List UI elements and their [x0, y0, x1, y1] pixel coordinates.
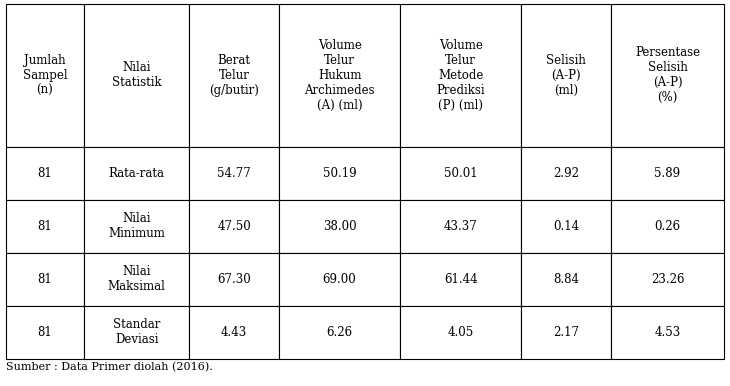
Text: 2.17: 2.17	[553, 326, 579, 339]
Bar	[189, 200, 279, 253]
Bar	[521, 200, 611, 253]
Bar	[6, 147, 84, 200]
Text: Volume
Telur
Metode
Prediksi
(P) (ml): Volume Telur Metode Prediksi (P) (ml)	[437, 39, 485, 112]
Bar	[6, 306, 84, 359]
Bar	[279, 200, 400, 253]
Bar	[189, 4, 279, 147]
Text: 81: 81	[37, 326, 53, 339]
Text: Rata-rata: Rata-rata	[109, 167, 165, 180]
Bar	[84, 306, 189, 359]
Bar	[189, 306, 279, 359]
Text: 43.37: 43.37	[444, 220, 477, 233]
Bar	[6, 4, 84, 147]
Bar	[189, 147, 279, 200]
Text: 81: 81	[37, 273, 53, 286]
Bar	[279, 4, 400, 147]
Bar	[521, 253, 611, 306]
Text: 0.14: 0.14	[553, 220, 579, 233]
Bar	[400, 253, 521, 306]
Text: 0.26: 0.26	[655, 220, 680, 233]
Text: Nilai
Minimum: Nilai Minimum	[108, 212, 165, 240]
Text: Standar
Deviasi: Standar Deviasi	[113, 318, 161, 346]
Text: 81: 81	[37, 220, 53, 233]
Bar	[6, 253, 84, 306]
Bar	[521, 306, 611, 359]
Text: 23.26: 23.26	[651, 273, 684, 286]
Bar	[521, 147, 611, 200]
Text: 67.30: 67.30	[218, 273, 251, 286]
Text: 54.77: 54.77	[218, 167, 251, 180]
Text: Volume
Telur
Hukum
Archimedes
(A) (ml): Volume Telur Hukum Archimedes (A) (ml)	[304, 39, 375, 112]
Text: 61.44: 61.44	[444, 273, 477, 286]
Text: 4.53: 4.53	[654, 326, 680, 339]
Text: 38.00: 38.00	[323, 220, 356, 233]
Bar	[611, 200, 724, 253]
Text: 4.43: 4.43	[221, 326, 247, 339]
Bar	[611, 306, 724, 359]
Text: 5.89: 5.89	[655, 167, 680, 180]
Bar	[611, 4, 724, 147]
Bar	[611, 253, 724, 306]
Bar	[84, 147, 189, 200]
Text: 2.92: 2.92	[553, 167, 579, 180]
Text: 69.00: 69.00	[323, 273, 356, 286]
Text: 4.05: 4.05	[447, 326, 474, 339]
Bar	[84, 253, 189, 306]
Text: 6.26: 6.26	[326, 326, 353, 339]
Text: Nilai
Maksimal: Nilai Maksimal	[108, 265, 166, 293]
Text: 47.50: 47.50	[218, 220, 251, 233]
Bar	[400, 147, 521, 200]
Text: 8.84: 8.84	[553, 273, 579, 286]
Bar	[611, 147, 724, 200]
Text: 81: 81	[37, 167, 53, 180]
Bar	[279, 306, 400, 359]
Text: Jumlah
Sampel
(n): Jumlah Sampel (n)	[23, 54, 67, 97]
Bar	[400, 306, 521, 359]
Bar	[84, 200, 189, 253]
Text: 50.01: 50.01	[444, 167, 477, 180]
Bar	[279, 253, 400, 306]
Bar	[521, 4, 611, 147]
Text: Nilai
Statistik: Nilai Statistik	[112, 61, 161, 90]
Bar	[279, 147, 400, 200]
Bar	[400, 200, 521, 253]
Text: Berat
Telur
(g/butir): Berat Telur (g/butir)	[210, 54, 259, 97]
Bar	[189, 253, 279, 306]
Text: Selisih
(A-P)
(ml): Selisih (A-P) (ml)	[546, 54, 586, 97]
Bar	[400, 4, 521, 147]
Text: Sumber : Data Primer diolah (2016).: Sumber : Data Primer diolah (2016).	[6, 362, 212, 373]
Bar	[84, 4, 189, 147]
Text: Persentase
Selisih
(A-P)
(%): Persentase Selisih (A-P) (%)	[635, 46, 700, 104]
Bar	[6, 200, 84, 253]
Text: 50.19: 50.19	[323, 167, 356, 180]
